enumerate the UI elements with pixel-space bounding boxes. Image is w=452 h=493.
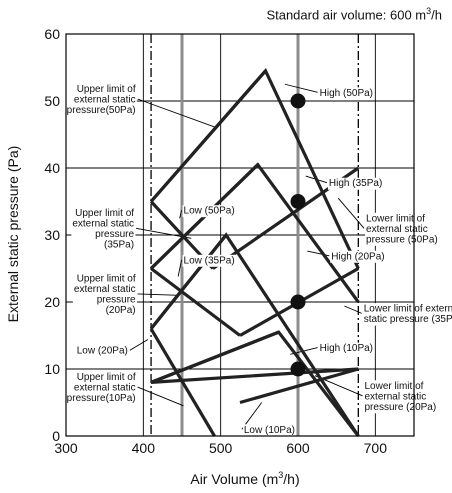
annotation-12: High (10Pa) (320, 343, 373, 354)
x-axis-label-suffix: /h) (283, 471, 299, 487)
leader-line-10 (344, 305, 362, 314)
annotation-bg-9 (72, 273, 138, 317)
note-prefix: Standard air volume: 600 m (266, 7, 427, 23)
annotation-1: High (50Pa) (320, 88, 373, 99)
annotation-bg-12 (318, 342, 375, 355)
y-tick-10: 10 (44, 361, 60, 377)
leader-line-1 (284, 83, 318, 93)
leader-line-4 (179, 210, 182, 219)
y-tick-30: 30 (44, 227, 60, 243)
leader-line-8 (307, 250, 330, 257)
annotation-9: Upper limit of external static pressure (20… (74, 274, 136, 317)
x-tick-500: 500 (209, 440, 233, 456)
note-suffix: /h (431, 7, 442, 23)
annotation-7: Low (35Pa) (184, 255, 235, 266)
annotation-bg-8 (330, 250, 386, 263)
operating-point-50 (290, 93, 306, 109)
annotation-15: Low (10Pa) (244, 425, 295, 436)
x-tick-600: 600 (286, 440, 310, 456)
annotation-2: Upper limit of external static pressure(50… (67, 84, 136, 116)
leader-line-2 (137, 98, 217, 129)
annotation-bg-14 (363, 380, 438, 414)
annotation-bg-11 (75, 345, 129, 358)
y-axis-label: External static pressure (Pa) (5, 146, 21, 323)
leader-line-11 (129, 339, 149, 351)
annotation-10: Lower limit of external static pressure (… (364, 304, 452, 326)
note-superscript: 3 (426, 6, 432, 16)
x-axis-label-prefix: Air Volume (m (190, 471, 278, 487)
annotation-14: Lower limit of external static pressure (2… (365, 381, 437, 413)
annotation-5: Lower limit of external static pressure (5… (366, 213, 438, 245)
series-line-12-lower-limit-of-external-static-pressure-20pa (239, 367, 359, 405)
annotation-bg-7 (182, 254, 236, 267)
leader-line-7 (177, 259, 182, 277)
x-tick-300: 300 (54, 440, 78, 456)
annotation-8: High (20Pa) (331, 251, 384, 262)
annotation-bg-1 (318, 87, 375, 100)
y-tick-0: 0 (52, 428, 60, 444)
leader-lines (129, 83, 365, 430)
series-layer (149, 67, 360, 437)
annotation-bg-3 (327, 177, 384, 190)
annotation-4: Low (50Pa) (184, 206, 235, 217)
series-line-11-upper-limit-of-external-static-pressure-20pa (149, 234, 228, 330)
standard-air-volume-note: Standard air volume: 600 m3/h (266, 6, 442, 22)
operating-points (290, 93, 306, 377)
y-tick-20: 20 (44, 294, 60, 310)
annotation-6: Upper limit of external static pressure (35… (72, 208, 134, 251)
annotation-bg-5 (365, 212, 439, 246)
annotation-bg-15 (242, 424, 297, 437)
annotation-11: Low (20Pa) (77, 346, 128, 357)
series-line-3-upper-limit-of-external-static-pressure-50pa (149, 69, 267, 203)
operating-point-35 (290, 194, 306, 209)
series-line-10-low-20pa (149, 327, 216, 437)
operating-point-20 (290, 294, 306, 310)
annotation-bg-13 (65, 371, 137, 405)
plot-frame (65, 33, 415, 437)
leader-line-9 (137, 293, 179, 296)
annotation-bg-10 (362, 303, 452, 326)
series-line-15-upper-limit-of-external-static-pressure-10pa (150, 330, 280, 384)
annotation-bg-6 (71, 207, 136, 252)
x-tick-400: 400 (132, 440, 156, 456)
leader-line-5 (337, 197, 365, 229)
y-tick-50: 50 (44, 93, 60, 109)
annotation-bg-4 (182, 205, 236, 218)
leader-line-13 (137, 386, 184, 407)
series-line-6-low-35pa (150, 267, 241, 337)
annotation-labels: High (50Pa) Upper limit of external static… (65, 83, 452, 437)
annotation-13: Upper limit of external static pressure(10… (67, 372, 136, 404)
annotation-bg-2 (65, 83, 137, 117)
x-axis-label: Air Volume (m3/h) (190, 470, 299, 487)
y-tick-60: 60 (44, 26, 60, 42)
tick-labels: 300 400 500 600 700 0 10 20 30 40 50 60 (44, 26, 387, 456)
y-tick-40: 40 (44, 160, 60, 176)
x-tick-700: 700 (364, 440, 388, 456)
series-line-14-low-10pa (150, 367, 359, 384)
operating-point-10 (290, 361, 306, 377)
x-axis-label-sup: 3 (278, 470, 283, 480)
annotation-3: High (35Pa) (329, 178, 382, 189)
